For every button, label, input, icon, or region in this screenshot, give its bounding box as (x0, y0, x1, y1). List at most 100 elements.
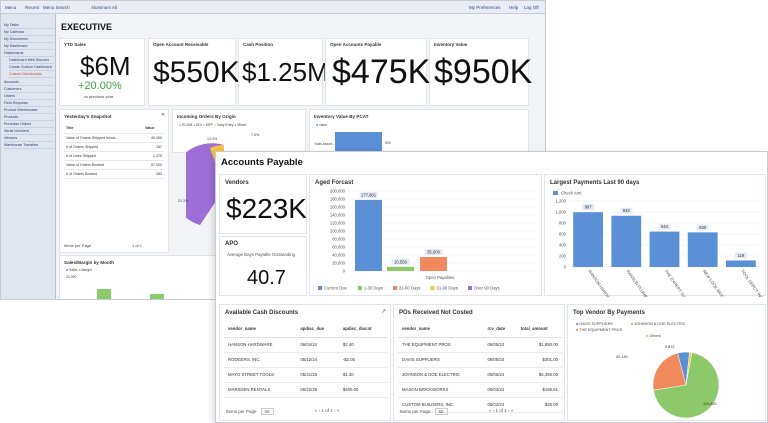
table-row[interactable]: MASON BRICKWORKS 05/03/24 $185.61 (398, 382, 562, 398)
bar[interactable] (355, 199, 382, 271)
table-row[interactable]: # of Orders Booked 283 (64, 169, 164, 179)
column-header[interactable]: Title (64, 124, 144, 134)
kpi-label: Open Account Receivable (153, 42, 209, 47)
sidebar-item-customers[interactable]: Customers (4, 86, 54, 93)
legend-item[interactable]: 31-60 Days (399, 286, 420, 291)
sidebar-item-serial-numbers[interactable]: Serial Numbers (4, 128, 54, 135)
table-row[interactable]: # of Orders Shipped 167 (64, 142, 164, 152)
data-label: 35,000 (427, 250, 440, 255)
last-page-icon[interactable]: » (510, 408, 514, 413)
y-tick-label: 0 (564, 265, 567, 270)
sidebar-item-create-custom-dashboard[interactable]: Create Custom Dashboard (9, 64, 54, 71)
column-header[interactable]: total_amount (516, 321, 562, 338)
bar[interactable] (726, 260, 756, 267)
page-size-select[interactable]: 50 (434, 408, 448, 415)
table-row[interactable]: Value of Orders Booked 57,000 (64, 160, 164, 170)
close-icon[interactable]: ✕ (161, 112, 166, 118)
sidebar-item-my-calendar[interactable]: My Calendar (4, 29, 54, 36)
sidebar-item-product-warehouses[interactable]: Product Warehouses (4, 107, 54, 114)
y-tick-label: 140,000 (330, 213, 346, 218)
table-row[interactable]: THE EQUIPMENT PROS 06/05/24 $1,850.00 (398, 337, 562, 353)
x-tick-label: NEW LOOK BRICK (702, 269, 727, 297)
bar[interactable] (611, 215, 642, 267)
pager: Items per Page 50 (226, 408, 274, 415)
menu-search-input[interactable]: Menu Search (43, 5, 70, 10)
column-header[interactable]: apdisc_discnt (338, 321, 388, 338)
column-header[interactable]: rcv_date (483, 321, 517, 338)
page-size-select[interactable]: 50 (260, 408, 274, 415)
sidebar-item-my-documents[interactable]: My Documents (4, 36, 54, 43)
sidebar-item-orders[interactable]: Orders (4, 93, 54, 100)
legend-item[interactable]: Current Due (324, 286, 347, 291)
legend-item[interactable]: Check Amt (561, 191, 582, 196)
table-row[interactable]: CUSTOM BUILDERS, INC. 05/02/24 $25.00 (398, 397, 562, 413)
column-header[interactable]: vendor_name (398, 321, 484, 338)
first-page-icon[interactable]: « (489, 408, 492, 413)
cell: MARSDEN RENTALS (224, 382, 297, 398)
sidebar-item-field-requests[interactable]: Field Requests (4, 100, 54, 107)
pie-slice[interactable] (652, 352, 687, 391)
prev-page-icon[interactable]: ‹ (492, 408, 495, 413)
bar[interactable] (649, 231, 680, 267)
y-tick-label: 1,000 (556, 210, 567, 215)
sidebar-item-dashboards[interactable]: Dashboards (4, 50, 54, 57)
bar[interactable] (420, 257, 447, 271)
table-row[interactable]: Value of Orders Shipped Invoic... 40,000 (64, 133, 164, 143)
sidebar-item-accounts[interactable]: Accounts (4, 79, 54, 86)
kpi-vendors: Vendors $223K (219, 174, 307, 234)
sidebar-item-purchase-orders[interactable]: Purchase Orders (4, 121, 54, 128)
sidebar-item-warehouse-transfers[interactable]: Warehouse Transfers (4, 142, 54, 149)
sidebar-item-my-dashboard[interactable]: My Dashboard (4, 43, 54, 50)
bar[interactable] (97, 289, 111, 299)
cell: 06/05/24 (483, 337, 517, 353)
sidebar-item-dashboard-web-sources[interactable]: Dashboard Web Sources (9, 57, 54, 64)
data-label-bg (424, 249, 443, 255)
table-row[interactable]: JOHNSON & DOE ELECTRIC 06/05/24 $4,356.00 (398, 367, 562, 383)
table-row[interactable]: DAVIS SUPPLIERS 06/05/24 $301.00 (398, 352, 562, 368)
pie-label: 13.4% (207, 137, 218, 141)
table-row[interactable]: # of Lines Shipped 1,375 (64, 151, 164, 161)
legend-item: MPF (205, 123, 213, 127)
logout-link[interactable]: Log Off (524, 5, 539, 10)
expand-icon[interactable]: ↗ (381, 309, 387, 315)
prev-page-icon[interactable]: ‹ (318, 408, 321, 413)
bar[interactable] (573, 212, 603, 267)
last-page-icon[interactable]: » (336, 408, 340, 413)
legend-item[interactable]: 61-90 Days (437, 286, 458, 291)
pie-slice[interactable] (685, 351, 693, 386)
first-page-icon[interactable]: « (315, 408, 318, 413)
table-row[interactable]: HANSON HARDWARE 06/04/24 $2.40 (224, 337, 388, 353)
bar[interactable] (335, 132, 382, 154)
x-tick-label: TOOL DEPOT INC (740, 269, 764, 297)
next-page-icon[interactable]: › (334, 408, 336, 413)
panel-title: Incoming Orders By Origin (177, 114, 236, 119)
next-page-icon[interactable]: › (508, 408, 510, 413)
context-label[interactable]: Aluminum All (91, 5, 118, 10)
sidebar-item-my-tasks[interactable]: My Tasks (4, 22, 54, 29)
cash-discounts-panel: Available Cash Discounts ↗ vendor_name a… (219, 304, 391, 421)
kpi-value: $223K (226, 193, 307, 224)
bar[interactable] (150, 294, 164, 299)
aged-forecast-chart: 200,000 180,000 160,000 140,000 120,000 100,0… (318, 189, 535, 291)
sidebar-item-vendors[interactable]: Vendors (4, 135, 54, 142)
data-label-bg (391, 258, 410, 265)
y-tick-label: 180,000 (330, 197, 346, 202)
pie-slice[interactable] (186, 143, 224, 225)
legend-item[interactable]: 1-30 Days (364, 286, 383, 291)
sidebar-item-products[interactable]: Products (4, 114, 54, 121)
recent-button[interactable]: Recent (25, 5, 40, 10)
bar[interactable] (387, 266, 414, 271)
pie-slice[interactable] (653, 352, 720, 419)
table-row[interactable]: MAYO STREET TOOLS 05/21/25 $1.30 (224, 367, 388, 383)
bar[interactable] (687, 232, 718, 267)
column-header[interactable]: vendor_name (224, 321, 297, 338)
help-link[interactable]: Help (509, 5, 519, 10)
table-row[interactable]: MARSDEN RENTALS 06/22/25 $400.00 (224, 382, 388, 398)
table-row[interactable]: RODGERS, INC. 05/12/24 -$2.00 (224, 352, 388, 368)
sidebar-item-custom-dashboards[interactable]: Custom Dashboards (9, 71, 54, 78)
column-header[interactable]: Value (143, 124, 164, 134)
legend-item[interactable]: Over 90 Days (474, 286, 500, 291)
column-header[interactable]: apdisc_due (296, 321, 339, 338)
preferences-link[interactable]: My Preferences (469, 5, 501, 10)
menu-button[interactable]: Menu (5, 5, 17, 10)
